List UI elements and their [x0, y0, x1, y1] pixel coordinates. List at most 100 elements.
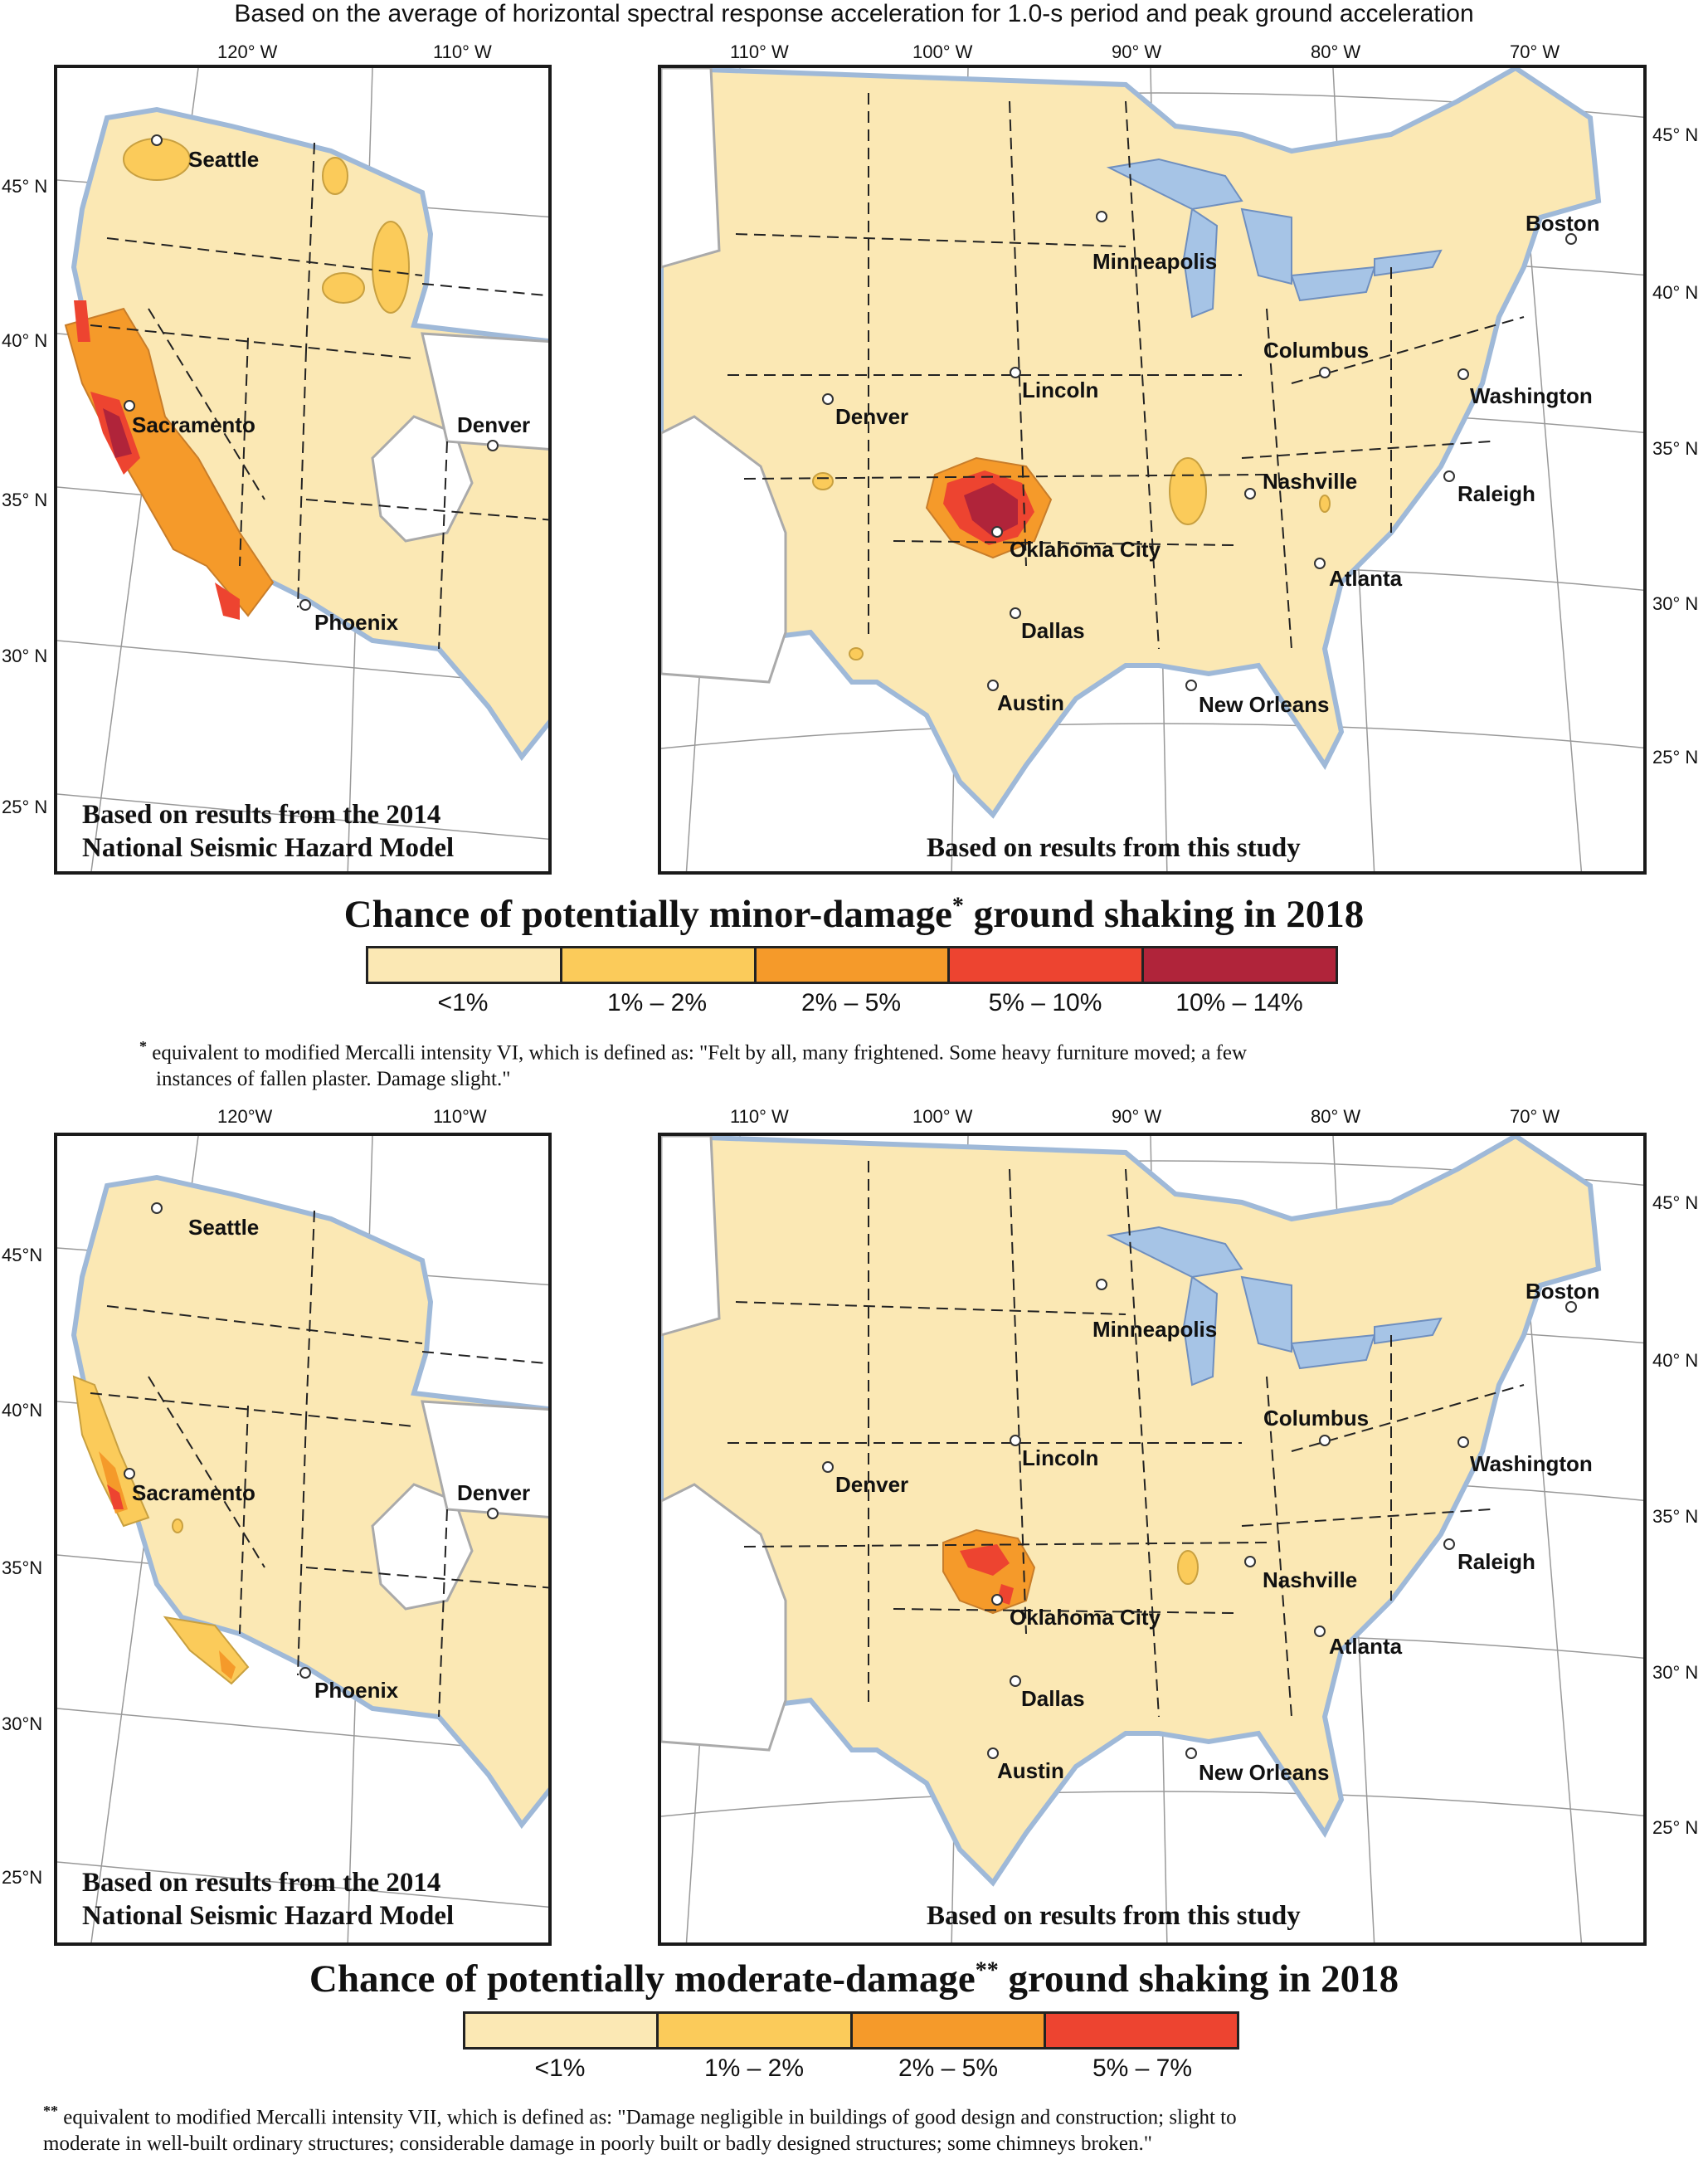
city-marker	[987, 680, 999, 691]
city-marker	[1457, 1436, 1469, 1448]
city-label: Seattle	[188, 147, 260, 172]
east-map-panel: Minneapolis Boston Columbus Lincoln Denv…	[658, 1133, 1647, 1946]
city-label: Washington	[1470, 1451, 1593, 1476]
lat-label: 30° N	[1652, 1662, 1699, 1683]
city-marker	[299, 599, 311, 611]
east-caption: Based on results from this study	[927, 833, 1301, 863]
city-marker	[1457, 368, 1469, 380]
legend-swatch	[659, 2014, 853, 2047]
city-marker	[1565, 1301, 1577, 1313]
lon-label: 120° W	[217, 41, 278, 62]
city-label: Dallas	[1021, 1686, 1085, 1711]
city-label: Nashville	[1263, 1567, 1358, 1592]
legend-label: <1%	[437, 989, 489, 1016]
legend-title: Chance of potentially minor-damage* grou…	[343, 893, 1365, 936]
city-marker	[822, 393, 834, 405]
lat-label: 45° N	[1652, 124, 1699, 145]
lon-label: 120°W	[217, 1106, 273, 1127]
city-marker	[1096, 1279, 1107, 1290]
city-label: Lincoln	[1022, 1445, 1099, 1470]
footnote: * equivalent to modified Mercalli intens…	[139, 1038, 1248, 1091]
lat-label: 35°N	[2, 1557, 43, 1578]
east-map	[661, 1136, 1643, 1942]
lon-label: 70° W	[1510, 41, 1560, 62]
east-caption: Based on results from this study	[927, 1901, 1301, 1931]
legend-label: 2% – 5%	[800, 989, 902, 1016]
legend-label: 5% – 7%	[1092, 2054, 1193, 2082]
lon-label: 110° W	[433, 41, 492, 62]
lon-label: 80° W	[1311, 41, 1361, 62]
lon-label: 110° W	[730, 1106, 789, 1127]
lat-label: 45° N	[1652, 1192, 1699, 1213]
city-marker	[1314, 558, 1326, 569]
city-label: Atlanta	[1329, 566, 1403, 591]
lat-label: 25° N	[1652, 747, 1699, 768]
legend-label: 5% – 10%	[988, 989, 1102, 1016]
legend-swatch	[1144, 948, 1336, 982]
city-marker	[151, 134, 163, 146]
west-caption: Based on results from the 2014 National …	[82, 1868, 455, 1931]
lon-label: 90° W	[1112, 1106, 1162, 1127]
city-marker	[1443, 1538, 1455, 1550]
lat-label: 40° N	[1652, 1350, 1699, 1371]
legend-swatch	[852, 2014, 1046, 2047]
city-label: Sacramento	[132, 1480, 255, 1505]
lon-label: 100° W	[912, 41, 973, 62]
city-marker	[1314, 1626, 1326, 1637]
city-label: Dallas	[1021, 618, 1085, 643]
east-map	[661, 68, 1643, 871]
city-label: Seattle	[188, 1215, 260, 1240]
lat-label: 40° N	[2, 330, 48, 351]
city-marker	[822, 1461, 834, 1473]
city-marker	[1319, 367, 1331, 378]
legend-swatch	[950, 948, 1145, 982]
legend-swatch	[465, 2014, 659, 2047]
legend-label: 1% – 2%	[703, 2054, 805, 2082]
city-label: Raleigh	[1457, 481, 1535, 506]
legend-title: Chance of potentially moderate-damage** …	[309, 1957, 1399, 2001]
city-label: Nashville	[1263, 469, 1358, 494]
lat-label: 25° N	[2, 797, 48, 817]
west-map	[57, 68, 548, 871]
lat-label: 35° N	[2, 490, 48, 510]
city-marker	[124, 400, 135, 412]
city-marker	[1244, 1556, 1256, 1567]
header-note: Based on the average of horizontal spect…	[234, 0, 1474, 27]
west-map-panel: 120° W Seattle Sacramento Denver Phoenix…	[54, 65, 552, 875]
east-land	[661, 68, 1602, 819]
city-label: Oklahoma City	[1010, 1605, 1161, 1630]
lat-label: 25° N	[1652, 1817, 1699, 1838]
city-marker	[299, 1667, 311, 1679]
legend-bar	[366, 946, 1338, 984]
city-marker	[1010, 1675, 1021, 1687]
legend-label: <1%	[534, 2054, 586, 2082]
lat-label: 45°N	[2, 1245, 43, 1265]
legend-swatch	[562, 948, 757, 982]
city-marker	[1244, 488, 1256, 500]
lat-label: 40°N	[2, 1400, 43, 1421]
legend-swatch	[756, 948, 951, 982]
legend-bar	[463, 2011, 1239, 2050]
city-label: Columbus	[1263, 338, 1370, 363]
lon-label: 110°W	[433, 1106, 487, 1127]
city-marker	[1185, 680, 1197, 691]
city-marker	[1443, 470, 1455, 482]
west-map-panel: Seattle Sacramento Denver Phoenix Based …	[54, 1133, 552, 1946]
city-marker	[991, 526, 1003, 538]
city-label: Denver	[457, 1480, 531, 1505]
city-label: Boston	[1526, 211, 1600, 236]
city-label: Phoenix	[314, 610, 399, 635]
footnote: ** equivalent to modified Mercalli inten…	[43, 2103, 1237, 2156]
city-marker	[991, 1594, 1003, 1606]
east-land	[661, 1136, 1602, 1887]
west-caption: Based on results from the 2014 National …	[82, 800, 455, 863]
legend-swatch	[1045, 2014, 1237, 2047]
city-label: Denver	[457, 412, 531, 437]
lat-label: 30° N	[2, 646, 48, 666]
city-marker	[1565, 233, 1577, 245]
legend-labels: <1% 1% – 2% 2% – 5% 5% – 7%	[463, 2054, 1239, 2088]
city-label: Oklahoma City	[1010, 537, 1161, 562]
city-label: New Orleans	[1199, 692, 1330, 717]
city-marker	[487, 1508, 499, 1519]
city-label: Austin	[997, 690, 1064, 715]
